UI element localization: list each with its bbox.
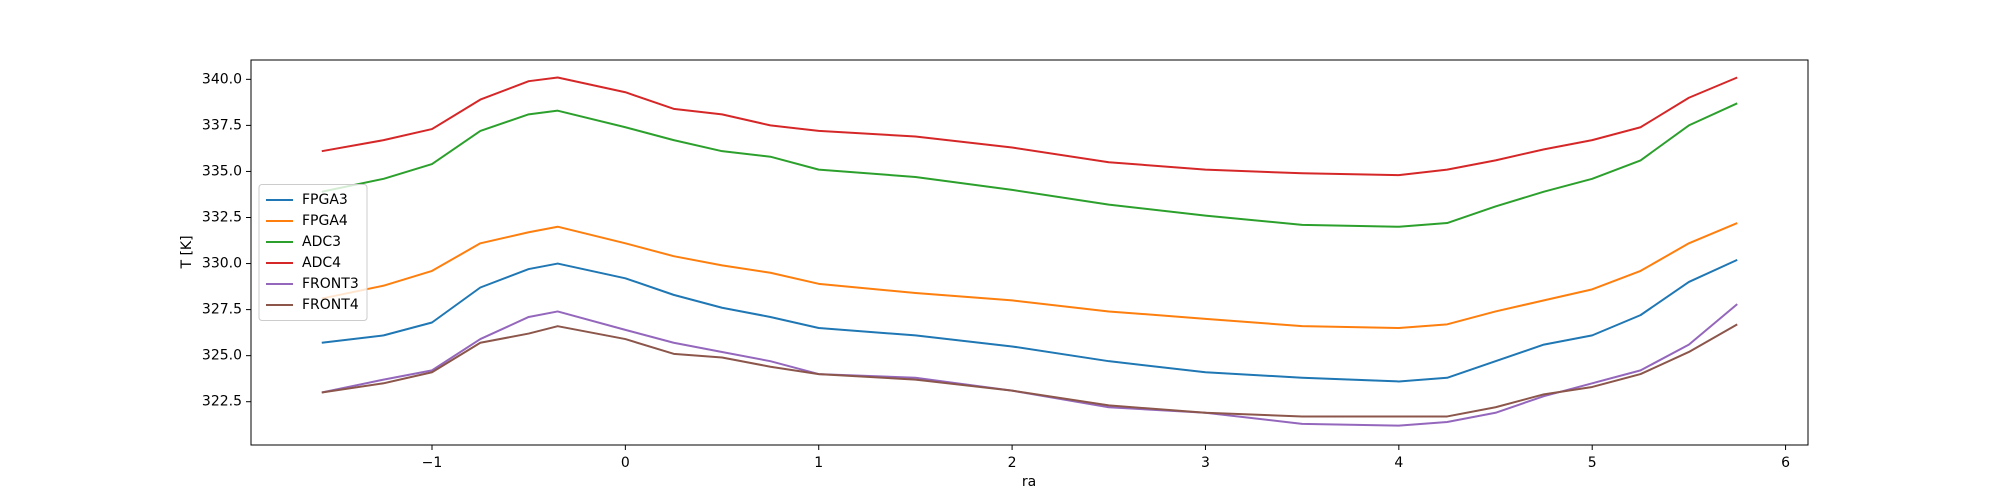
line-series <box>321 222 1738 330</box>
line-series <box>321 102 1738 228</box>
y-axis-label: T [K] <box>179 235 195 269</box>
y-tick-label: 332.5 <box>202 210 242 226</box>
x-tick-label: 4 <box>1394 455 1403 471</box>
legend-label: FRONT3 <box>302 276 359 292</box>
y-tick-label: 337.5 <box>202 117 242 133</box>
line-series <box>321 258 1738 383</box>
legend-label: FPGA3 <box>302 192 348 208</box>
y-tick-label: 340.0 <box>202 71 242 87</box>
legend-label: FRONT4 <box>302 297 359 313</box>
y-tick-label: 330.0 <box>202 256 242 272</box>
y-tick-label: 335.0 <box>202 163 242 179</box>
x-tick-label: 6 <box>1781 455 1790 471</box>
y-tick-label: 327.5 <box>202 302 242 318</box>
x-tick-label: 2 <box>1008 455 1017 471</box>
x-tick-label: 1 <box>814 455 823 471</box>
legend-label: ADC4 <box>302 255 341 271</box>
legend-label: ADC3 <box>302 234 341 250</box>
x-tick-label: 3 <box>1201 455 1210 471</box>
y-tick-label: 325.0 <box>202 348 242 364</box>
line-series <box>321 303 1738 427</box>
line-series <box>321 76 1738 177</box>
y-tick-label: 322.5 <box>202 394 242 410</box>
line-series <box>321 323 1738 418</box>
legend-box <box>258 184 368 321</box>
x-tick-label: −1 <box>422 455 443 471</box>
x-tick-label: 5 <box>1588 455 1597 471</box>
legend-label: FPGA4 <box>302 213 348 229</box>
x-axis-label: ra <box>1022 474 1036 490</box>
x-tick-label: 0 <box>621 455 630 471</box>
axes-frame <box>250 59 1809 446</box>
